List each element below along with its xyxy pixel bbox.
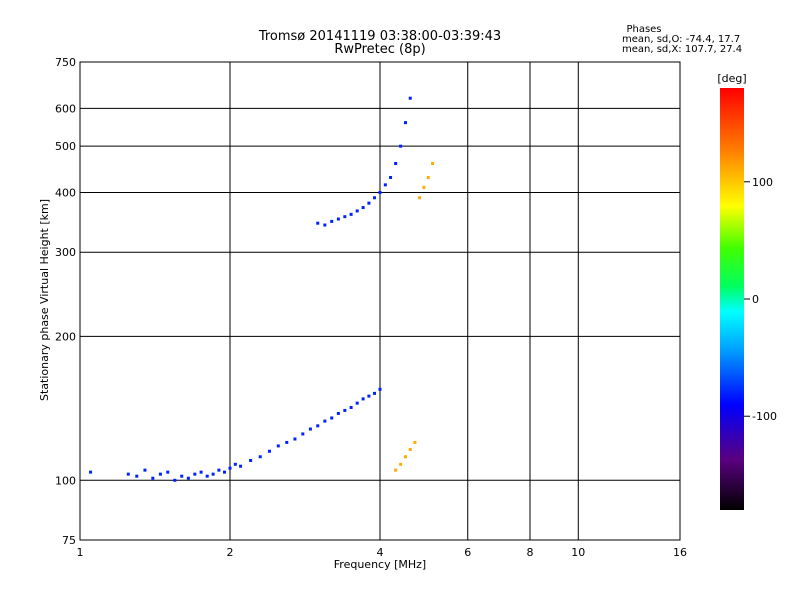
data-point <box>403 455 407 459</box>
data-point <box>211 472 215 476</box>
data-point <box>373 196 377 200</box>
data-point <box>378 387 382 391</box>
data-point <box>431 161 435 165</box>
data-point <box>323 223 327 227</box>
y-tick-label: 600 <box>55 102 76 115</box>
phase-x-stats: mean, sd,X: 107.7, 27.4 <box>622 44 742 55</box>
data-point <box>205 474 209 478</box>
data-point <box>166 470 170 474</box>
phase-o-stats: mean, sd,O: -74.4, 17.7 <box>622 34 740 45</box>
data-point <box>349 405 353 409</box>
data-point <box>373 391 377 395</box>
data-point <box>330 416 334 420</box>
data-point <box>151 476 155 480</box>
data-point <box>173 478 177 482</box>
data-point <box>228 466 232 470</box>
data-point <box>285 440 289 444</box>
data-point <box>355 209 359 213</box>
data-point <box>126 472 130 476</box>
data-point <box>383 183 387 187</box>
phase-heading: Phases <box>626 24 661 35</box>
data-point <box>258 455 262 459</box>
data-point <box>413 440 417 444</box>
data-point <box>367 201 371 205</box>
x-tick-label: 6 <box>464 546 471 559</box>
data-point <box>389 175 393 179</box>
data-point <box>316 221 320 225</box>
data-point <box>158 472 162 476</box>
data-point <box>223 470 227 474</box>
data-points <box>89 96 435 482</box>
data-point <box>367 394 371 398</box>
chart-subtitle: RwPretec (8p) <box>334 42 425 57</box>
data-point <box>343 215 347 219</box>
colorbar-tick-label: -100 <box>752 410 777 423</box>
chart-title: Tromsø 20141119 03:38:00-03:39:43 <box>258 29 501 44</box>
colorbar-tick-label: 100 <box>752 176 773 189</box>
x-tick-label: 8 <box>527 546 534 559</box>
data-point <box>135 474 139 478</box>
data-point <box>316 424 320 428</box>
y-tick-label: 500 <box>55 140 76 153</box>
x-tick-label: 2 <box>227 546 234 559</box>
data-point <box>408 447 412 451</box>
data-point <box>426 175 430 179</box>
data-point <box>343 408 347 412</box>
x-tick-label: 1 <box>77 546 84 559</box>
data-point <box>399 462 403 466</box>
data-point <box>361 206 365 210</box>
colorbar-label: [deg] <box>717 72 746 85</box>
y-tick-label: 300 <box>55 246 76 259</box>
colorbar-ticks: 100 0 -100 <box>744 176 777 423</box>
y-tick-label: 400 <box>55 186 76 199</box>
data-point <box>417 196 421 200</box>
data-point <box>89 470 93 474</box>
x-tick-label: 10 <box>571 546 585 559</box>
data-point <box>180 474 184 478</box>
data-point <box>336 411 340 415</box>
x-tick-label: 4 <box>377 546 384 559</box>
data-point <box>399 144 403 148</box>
data-point <box>233 462 237 466</box>
data-point <box>403 121 407 125</box>
data-point <box>349 212 353 216</box>
colorbar-tick-label: 0 <box>752 293 759 306</box>
data-point <box>394 468 398 472</box>
axis-ticks: 1 2 4 6 8 10 16 75 100 200 300 400 500 600 750 <box>55 56 687 559</box>
data-point <box>239 464 243 468</box>
data-point <box>193 472 197 476</box>
data-point <box>355 401 359 405</box>
data-point <box>186 476 190 480</box>
colorbar <box>720 88 744 510</box>
data-point <box>378 190 382 194</box>
data-point <box>199 470 203 474</box>
data-point <box>301 432 305 436</box>
data-point <box>336 217 340 221</box>
data-point <box>323 419 327 423</box>
grid-lines <box>80 62 680 540</box>
data-point <box>217 468 221 472</box>
x-tick-label: 16 <box>673 546 687 559</box>
data-point <box>249 458 253 462</box>
data-point <box>361 397 365 401</box>
x-axis-label: Frequency [MHz] <box>334 558 426 571</box>
data-point <box>330 219 334 223</box>
y-tick-label: 200 <box>55 330 76 343</box>
data-point <box>422 185 426 189</box>
y-axis-label: Stationary phase Virtual Height [km] <box>38 199 51 401</box>
data-point <box>293 437 297 441</box>
y-tick-label: 100 <box>55 474 76 487</box>
data-point <box>276 444 280 448</box>
data-point <box>394 161 398 165</box>
data-point <box>408 96 412 100</box>
y-tick-label: 75 <box>62 534 76 547</box>
data-point <box>267 449 271 453</box>
y-tick-label: 750 <box>55 56 76 69</box>
data-point <box>143 468 147 472</box>
data-point <box>308 427 312 431</box>
